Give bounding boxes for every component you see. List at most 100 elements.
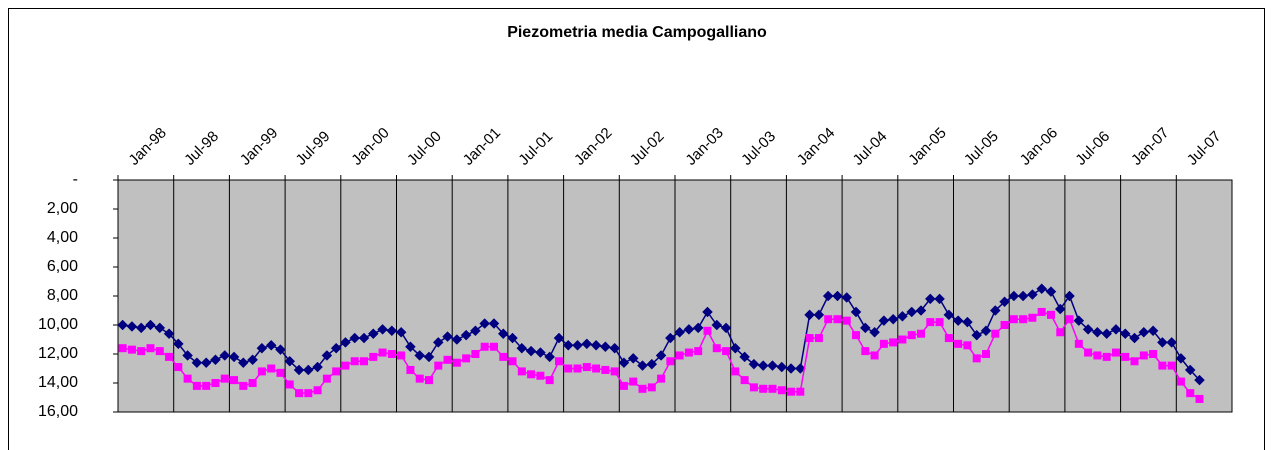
- point-marker: [1167, 361, 1176, 370]
- point-marker: [406, 365, 415, 374]
- point-marker: [293, 364, 305, 376]
- point-marker: [527, 370, 536, 379]
- point-marker: [210, 354, 221, 366]
- point-marker: [915, 305, 927, 316]
- point-marker: [776, 361, 788, 373]
- point-marker: [981, 350, 990, 358]
- point-marker: [462, 354, 471, 363]
- point-marker: [284, 355, 296, 367]
- point-marker: [1157, 337, 1168, 348]
- point-marker: [991, 329, 1000, 338]
- point-marker: [155, 347, 164, 356]
- point-marker: [963, 341, 972, 350]
- point-marker: [497, 328, 509, 340]
- point-marker: [239, 381, 248, 390]
- point-marker: [822, 290, 834, 302]
- point-marker: [814, 334, 823, 343]
- point-marker: [897, 310, 908, 322]
- point-marker: [267, 364, 276, 373]
- point-marker: [423, 351, 435, 363]
- point-marker: [852, 331, 861, 340]
- y-tick-label: 4,00: [47, 229, 78, 246]
- point-marker: [1101, 328, 1113, 340]
- y-tick-label: 16,00: [38, 403, 78, 420]
- point-marker: [722, 347, 731, 356]
- point-marker: [460, 329, 472, 341]
- point-marker: [1119, 328, 1131, 340]
- point-marker: [369, 352, 378, 361]
- point-marker: [535, 347, 546, 358]
- point-marker: [219, 350, 231, 361]
- point-marker: [295, 389, 304, 398]
- chart-title: Piezometria media Campogalliano: [507, 24, 767, 41]
- point-marker: [767, 360, 778, 371]
- point-marker: [1073, 315, 1085, 327]
- point-marker: [479, 318, 491, 329]
- point-marker: [517, 367, 526, 376]
- point-marker: [302, 364, 314, 376]
- point-marker: [731, 367, 740, 376]
- point-marker: [1036, 283, 1048, 295]
- point-marker: [470, 325, 481, 337]
- point-marker: [720, 322, 732, 334]
- point-marker: [869, 326, 880, 338]
- point-marker: [646, 358, 658, 370]
- point-marker: [739, 351, 750, 363]
- point-marker: [638, 384, 647, 393]
- point-marker: [878, 315, 890, 327]
- point-marker: [1093, 351, 1102, 360]
- point-marker: [312, 361, 323, 373]
- point-marker: [889, 338, 898, 347]
- point-marker: [564, 364, 573, 373]
- point-marker: [256, 342, 268, 354]
- point-marker: [508, 357, 517, 366]
- point-marker: [304, 389, 313, 398]
- point-marker: [516, 342, 528, 354]
- point-marker: [545, 376, 554, 385]
- y-tick-label: 12,00: [38, 345, 78, 362]
- point-marker: [228, 351, 240, 363]
- point-marker: [655, 350, 667, 361]
- point-marker: [1139, 351, 1148, 360]
- point-marker: [172, 338, 184, 350]
- point-marker: [1046, 310, 1055, 319]
- point-marker: [536, 371, 545, 380]
- point-marker: [694, 347, 703, 356]
- point-marker: [870, 351, 879, 360]
- point-marker: [794, 363, 806, 374]
- point-marker: [211, 379, 220, 387]
- point-marker: [1056, 328, 1065, 337]
- y-tick-label: 2,00: [47, 200, 78, 217]
- point-marker: [489, 342, 498, 351]
- point-marker: [703, 326, 712, 335]
- point-marker: [917, 329, 926, 338]
- point-marker: [805, 334, 814, 343]
- point-marker: [544, 351, 556, 363]
- point-marker: [850, 306, 862, 318]
- point-marker: [202, 381, 211, 390]
- point-marker: [712, 344, 721, 353]
- point-marker: [581, 338, 593, 350]
- point-marker: [1166, 337, 1178, 348]
- point-marker: [729, 342, 741, 354]
- point-marker: [1110, 323, 1122, 335]
- point-marker: [980, 325, 992, 337]
- point-marker: [1130, 357, 1139, 366]
- point-marker: [592, 364, 601, 373]
- point-marker: [999, 296, 1010, 308]
- point-marker: [192, 381, 201, 390]
- point-marker: [954, 339, 963, 348]
- point-marker: [377, 323, 388, 335]
- point-marker: [118, 344, 127, 353]
- point-marker: [924, 293, 936, 305]
- point-marker: [117, 319, 128, 331]
- point-marker: [285, 380, 294, 389]
- point-marker: [154, 322, 166, 334]
- point-marker: [378, 348, 387, 357]
- point-marker: [841, 292, 853, 303]
- point-marker: [443, 355, 452, 364]
- point-marker: [666, 357, 675, 366]
- point-marker: [674, 326, 685, 338]
- point-marker: [191, 357, 203, 369]
- point-marker: [265, 339, 277, 351]
